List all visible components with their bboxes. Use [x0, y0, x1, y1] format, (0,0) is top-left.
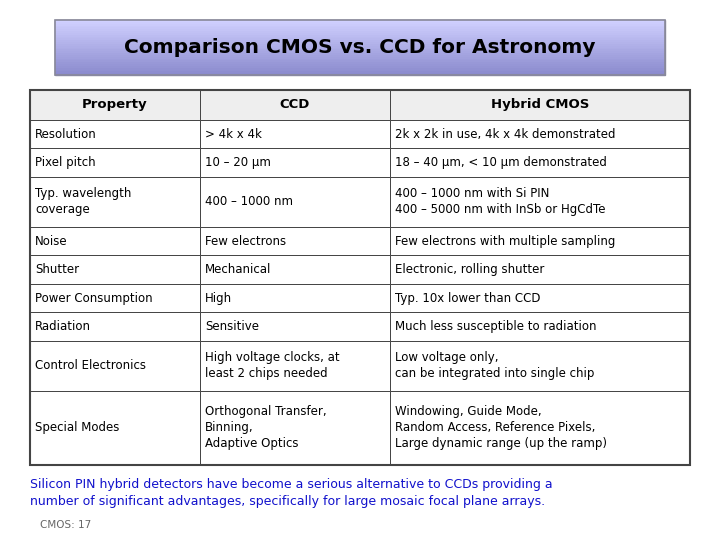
Bar [390, 177, 690, 227]
Bar [55, 25, 665, 28]
Bar [390, 120, 690, 148]
Bar [30, 341, 200, 391]
Bar [55, 35, 665, 37]
Bar [55, 70, 665, 72]
Bar [55, 33, 665, 36]
Text: Pixel pitch: Pixel pitch [35, 156, 96, 169]
Text: 2k x 2k in use, 4k x 4k demonstrated: 2k x 2k in use, 4k x 4k demonstrated [395, 127, 616, 141]
Text: > 4k x 4k: > 4k x 4k [205, 127, 262, 141]
Bar [55, 51, 665, 54]
Text: Few electrons with multiple sampling: Few electrons with multiple sampling [395, 235, 616, 248]
Bar [55, 60, 665, 63]
Bar [55, 40, 665, 43]
Bar [200, 255, 390, 284]
Bar [30, 148, 200, 177]
Text: CMOS: 17: CMOS: 17 [40, 520, 91, 530]
Text: Noise: Noise [35, 235, 68, 248]
Bar [55, 22, 665, 25]
Bar [200, 90, 390, 120]
Bar [30, 284, 200, 313]
Bar [55, 37, 665, 39]
Bar [55, 71, 665, 74]
Text: Radiation: Radiation [35, 320, 91, 333]
Bar [55, 55, 665, 58]
Bar [55, 38, 665, 41]
Bar [200, 227, 390, 255]
Bar [30, 90, 200, 120]
Bar [55, 20, 665, 75]
Text: Silicon PIN hybrid detectors have become a serious alternative to CCDs providing: Silicon PIN hybrid detectors have become… [30, 478, 553, 509]
Bar [55, 73, 665, 76]
Bar [30, 391, 200, 465]
Bar [200, 177, 390, 227]
Text: Resolution: Resolution [35, 127, 96, 141]
Bar [55, 46, 665, 49]
Text: Property: Property [82, 98, 148, 111]
Text: 10 – 20 μm: 10 – 20 μm [205, 156, 271, 169]
Bar [30, 255, 200, 284]
Bar [55, 49, 665, 52]
Bar [390, 284, 690, 313]
Text: Electronic, rolling shutter: Electronic, rolling shutter [395, 263, 544, 276]
Text: Power Consumption: Power Consumption [35, 292, 153, 305]
Text: Mechanical: Mechanical [205, 263, 271, 276]
Bar [200, 391, 390, 465]
Bar [55, 62, 665, 65]
Text: CCD: CCD [280, 98, 310, 111]
Bar [30, 177, 200, 227]
Text: Typ. wavelength
coverage: Typ. wavelength coverage [35, 187, 131, 217]
Bar [55, 53, 665, 56]
Text: Much less susceptible to radiation: Much less susceptible to radiation [395, 320, 596, 333]
Bar [200, 148, 390, 177]
Text: 400 – 1000 nm: 400 – 1000 nm [205, 195, 293, 208]
Bar [200, 341, 390, 391]
Text: Shutter: Shutter [35, 263, 79, 276]
Bar [390, 341, 690, 391]
Text: Hybrid CMOS: Hybrid CMOS [491, 98, 589, 111]
Bar [55, 20, 665, 75]
Bar [55, 66, 665, 69]
Bar [390, 148, 690, 177]
Text: Windowing, Guide Mode,
Random Access, Reference Pixels,
Large dynamic range (up : Windowing, Guide Mode, Random Access, Re… [395, 406, 607, 450]
Bar [200, 313, 390, 341]
Text: Special Modes: Special Modes [35, 421, 120, 434]
Bar [55, 31, 665, 34]
Bar [390, 391, 690, 465]
Bar [30, 90, 690, 465]
Bar [55, 42, 665, 45]
Bar [55, 48, 665, 50]
Text: High: High [205, 292, 232, 305]
Bar [390, 227, 690, 255]
Text: Few electrons: Few electrons [205, 235, 286, 248]
Text: High voltage clocks, at
least 2 chips needed: High voltage clocks, at least 2 chips ne… [205, 352, 340, 380]
Bar [390, 90, 690, 120]
Text: Sensitive: Sensitive [205, 320, 259, 333]
Bar [55, 20, 665, 23]
Text: Control Electronics: Control Electronics [35, 360, 146, 373]
Bar [390, 313, 690, 341]
Text: Low voltage only,
can be integrated into single chip: Low voltage only, can be integrated into… [395, 352, 595, 380]
Bar [55, 58, 665, 62]
Bar [30, 313, 200, 341]
Text: Comparison CMOS vs. CCD for Astronomy: Comparison CMOS vs. CCD for Astronomy [125, 38, 595, 57]
Bar [55, 68, 665, 71]
Bar [200, 284, 390, 313]
Bar [55, 28, 665, 30]
Bar [30, 120, 200, 148]
Bar [30, 227, 200, 255]
Bar [55, 44, 665, 46]
Text: 18 – 40 μm, < 10 μm demonstrated: 18 – 40 μm, < 10 μm demonstrated [395, 156, 607, 169]
Bar [390, 255, 690, 284]
Bar [55, 64, 665, 67]
Text: 400 – 1000 nm with Si PIN
400 – 5000 nm with InSb or HgCdTe: 400 – 1000 nm with Si PIN 400 – 5000 nm … [395, 187, 606, 217]
Bar [55, 29, 665, 32]
Bar [55, 24, 665, 26]
Text: Typ. 10x lower than CCD: Typ. 10x lower than CCD [395, 292, 541, 305]
Bar [55, 57, 665, 59]
Text: Orthogonal Transfer,
Binning,
Adaptive Optics: Orthogonal Transfer, Binning, Adaptive O… [205, 406, 327, 450]
Bar [200, 120, 390, 148]
